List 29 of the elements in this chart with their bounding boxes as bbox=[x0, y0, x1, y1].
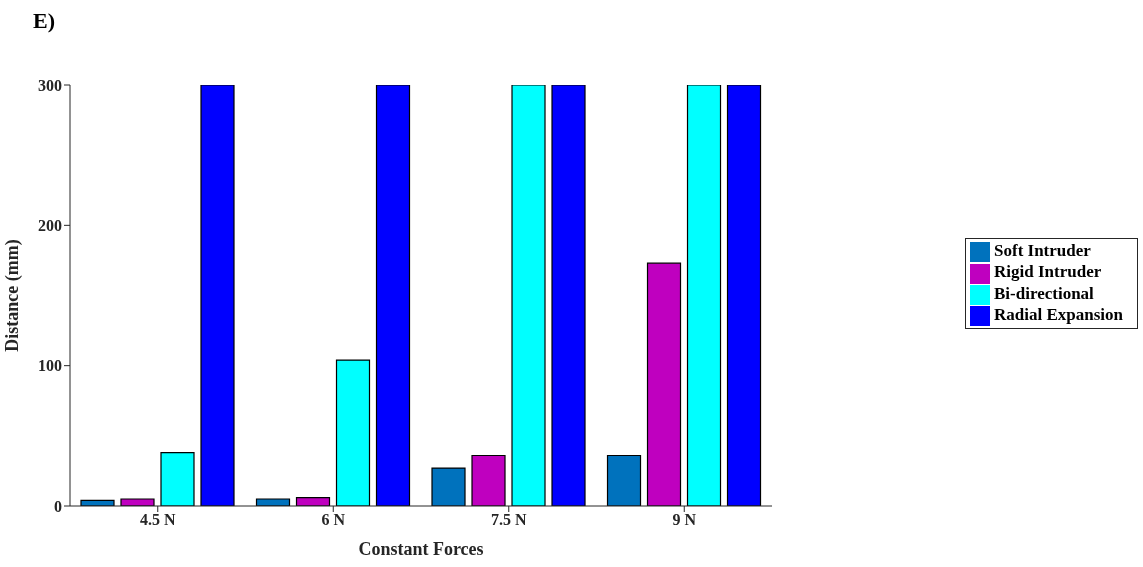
bar bbox=[646, 262, 682, 506]
bar bbox=[375, 85, 411, 506]
y-tick-label: 300 bbox=[38, 76, 62, 94]
bar bbox=[120, 498, 155, 506]
legend-label: Rigid Intruder bbox=[994, 262, 1102, 282]
bar bbox=[160, 452, 195, 506]
y-tick-label: 100 bbox=[38, 357, 62, 375]
bar bbox=[511, 85, 546, 506]
chart-title: E) bbox=[33, 8, 55, 34]
x-axis-title: Constant Forces bbox=[358, 539, 484, 559]
y-axis-title: Distance (mm) bbox=[2, 239, 24, 352]
legend-label: Bi-directional bbox=[994, 283, 1094, 303]
bar bbox=[200, 85, 235, 506]
x-tick-label: 4.5 N bbox=[139, 511, 176, 529]
x-tick-label: 7.5 N bbox=[490, 511, 527, 529]
legend-label: Radial Expansion bbox=[994, 304, 1123, 324]
bar bbox=[471, 454, 506, 506]
y-tick-label: 200 bbox=[38, 217, 62, 235]
bar bbox=[551, 85, 586, 506]
bar bbox=[255, 498, 291, 506]
bar bbox=[686, 85, 722, 506]
bar bbox=[726, 85, 762, 506]
x-tick-label: 9 N bbox=[672, 511, 697, 529]
legend-label: Soft Intruder bbox=[994, 241, 1091, 261]
bar bbox=[431, 467, 466, 506]
y-tick-label: 0 bbox=[54, 497, 62, 515]
bar bbox=[335, 359, 371, 506]
x-tick-label: 6 N bbox=[321, 511, 346, 529]
bar bbox=[606, 454, 642, 506]
